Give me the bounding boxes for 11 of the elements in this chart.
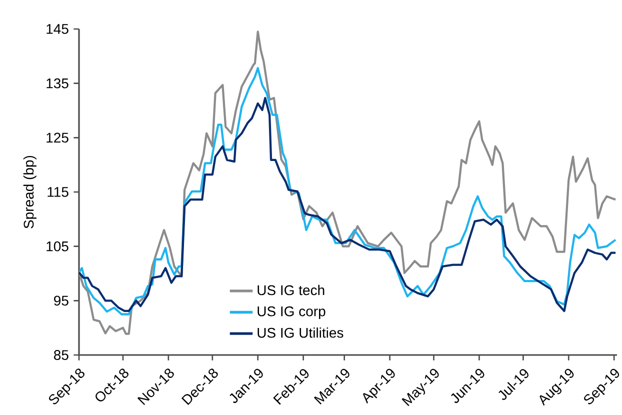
legend-label: US IG corp	[258, 306, 326, 320]
y-tick-label: 85	[54, 350, 68, 360]
legend-label: US IG tech	[258, 284, 324, 296]
y-tick-label: 135	[46, 78, 68, 88]
y-tick-label: 105	[46, 241, 68, 252]
y-tick-label: 115	[48, 187, 68, 197]
y-axis-title: Spread (bp)	[23, 156, 36, 228]
y-tick-label: 125	[46, 132, 68, 143]
legend-label: US IG Utilities	[258, 327, 344, 338]
y-tick-label: 95	[54, 296, 68, 306]
y-tick-label: 145	[46, 24, 68, 34]
